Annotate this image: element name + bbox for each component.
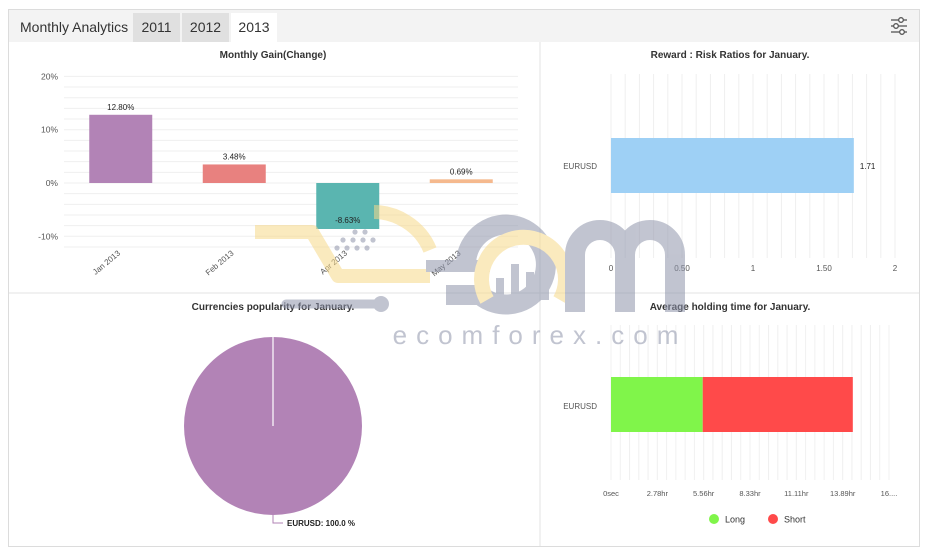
holding-time-x-tick-label: 5.56hr bbox=[693, 489, 715, 498]
gain-y-tick-label: 0% bbox=[46, 178, 59, 188]
reward-risk-chart: Reward : Risk Ratios for January. 1.71 0… bbox=[563, 50, 898, 273]
gain-y-tick-label: 10% bbox=[41, 125, 58, 135]
tab-2011[interactable]: 2011 bbox=[133, 13, 180, 42]
gain-data-label: -8.63% bbox=[335, 216, 360, 225]
holding-time-bar-long[interactable] bbox=[611, 377, 703, 432]
monthly-gain-title: Monthly Gain(Change) bbox=[220, 50, 327, 61]
watermark-text: ecomforex.com bbox=[393, 320, 688, 350]
gain-data-label: 3.48% bbox=[223, 152, 246, 161]
legend-marker bbox=[768, 514, 778, 524]
reward-risk-title: Reward : Risk Ratios for January. bbox=[651, 50, 810, 61]
holding-time-bar-short[interactable] bbox=[702, 377, 853, 432]
tab-2013[interactable]: 2013 bbox=[231, 13, 277, 42]
holding-time-category-label: EURUSD bbox=[563, 402, 597, 411]
ecomforex-watermark: ecomforex.com bbox=[255, 205, 688, 350]
reward-risk-x-tick-label: 2 bbox=[893, 264, 898, 273]
holding-time-x-tick-label: 11.11hr bbox=[784, 489, 809, 498]
gain-bar[interactable] bbox=[429, 179, 493, 183]
holding-time-chart: Average holding time for January. 0sec 2.… bbox=[563, 302, 897, 525]
tab-2012[interactable]: 2012 bbox=[182, 13, 229, 42]
reward-risk-bar[interactable] bbox=[611, 138, 854, 193]
gain-data-label: 12.80% bbox=[107, 103, 134, 112]
analytics-panel bbox=[8, 9, 920, 547]
currencies-popularity-chart: Currencies popularity for January. EURUS… bbox=[184, 302, 362, 528]
gain-data-label: 0.69% bbox=[450, 167, 473, 176]
reward-risk-category-label: EURUSD bbox=[563, 162, 597, 171]
sliders-icon[interactable] bbox=[889, 16, 909, 36]
legend-item-short[interactable]: Short bbox=[768, 514, 806, 525]
gain-x-tick-label: Jan 2013 bbox=[91, 248, 122, 276]
holding-time-x-tick-label: 13.89hr bbox=[830, 489, 856, 498]
holding-time-title: Average holding time for January. bbox=[650, 302, 811, 313]
reward-risk-x-tick-label: 1 bbox=[751, 264, 756, 273]
reward-risk-data-label: 1.71 bbox=[860, 162, 876, 171]
pie-data-label: EURUSD: 100.0 % bbox=[287, 519, 355, 528]
holding-time-x-tick-label: 0sec bbox=[603, 489, 619, 498]
gain-bar[interactable] bbox=[202, 164, 266, 183]
holding-time-x-tick-label: 8.33hr bbox=[739, 489, 761, 498]
gain-bar[interactable] bbox=[89, 114, 153, 183]
gain-y-tick-label: 20% bbox=[41, 71, 58, 81]
gain-y-tick-label: -10% bbox=[38, 231, 58, 241]
legend-label: Short bbox=[784, 515, 806, 525]
reward-risk-x-tick-label: 0 bbox=[609, 264, 614, 273]
holding-time-x-tick-label: 2.78hr bbox=[647, 489, 669, 498]
currencies-popularity-title: Currencies popularity for January. bbox=[192, 302, 355, 313]
gain-bar[interactable] bbox=[316, 183, 380, 229]
pie-label-connector bbox=[272, 515, 283, 524]
monthly-gain-chart: Monthly Gain(Change) 20% 10% 0% -10% 12.80%… bbox=[38, 50, 518, 278]
legend-marker bbox=[709, 514, 719, 524]
page-title: Monthly Analytics bbox=[20, 19, 129, 35]
holding-time-x-tick-label: 16.... bbox=[881, 489, 898, 498]
legend-item-long[interactable]: Long bbox=[709, 514, 745, 525]
gain-x-tick-label: Feb 2013 bbox=[204, 248, 236, 277]
reward-risk-x-tick-label: 1.50 bbox=[816, 264, 832, 273]
analytics-header: Monthly Analytics 2011 2012 2013 bbox=[9, 10, 919, 42]
legend-label: Long bbox=[725, 515, 745, 525]
